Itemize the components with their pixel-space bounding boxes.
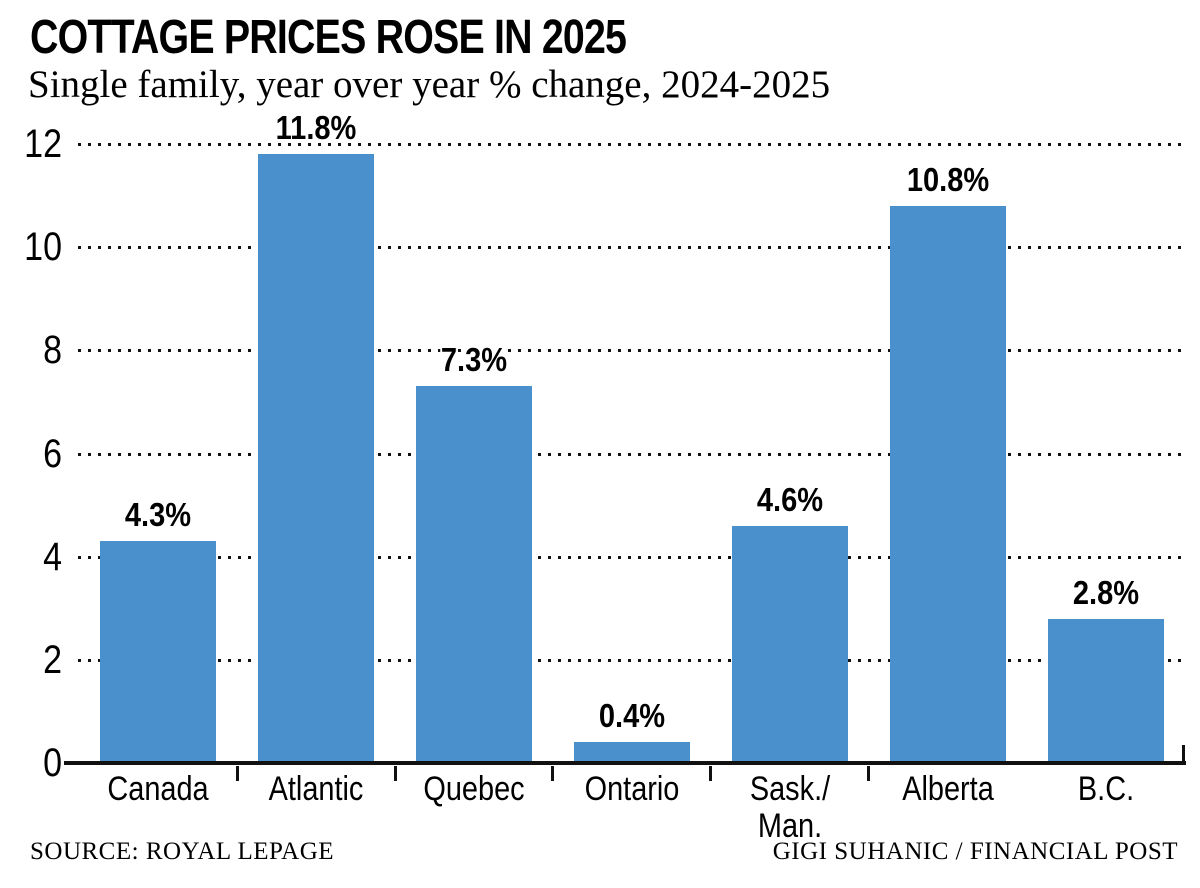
- x-axis-label-alberta: Alberta: [901, 770, 994, 808]
- y-axis-tick-label-4: 4: [43, 534, 62, 579]
- x-axis-boundary-tick-3: [709, 766, 713, 781]
- x-axis-label-atlantic: Atlantic: [268, 770, 364, 808]
- x-axis-label-canada: Canada: [107, 770, 209, 808]
- bar-ontario: [573, 742, 690, 763]
- value-label-b-c: 2.8%: [1072, 573, 1139, 611]
- value-label-quebec: 7.3%: [440, 341, 508, 379]
- x-axis-label-sask-man: Sask./Man.: [749, 770, 830, 845]
- gridline-y-6: [78, 452, 1185, 456]
- x-axis-label-quebec: Quebec: [423, 770, 525, 808]
- value-label-sask-man: 4.6%: [756, 480, 823, 518]
- value-label-canada: 4.3%: [125, 496, 192, 534]
- bar-quebec: [416, 386, 532, 763]
- chart-title: COTTAGE PRICES ROSE IN 2025: [30, 11, 627, 64]
- bar-atlantic: [258, 154, 375, 763]
- gridline-y-4: [78, 555, 1185, 559]
- chart-subtitle: Single family, year over year % change, …: [28, 63, 831, 106]
- y-axis-tick-label-8: 8: [43, 328, 62, 373]
- gridline-y-10: [78, 246, 1185, 250]
- y-axis-tick-label-12: 12: [24, 122, 62, 166]
- x-axis-boundary-tick-1: [393, 766, 397, 781]
- gridline-y-2: [78, 658, 1185, 662]
- bar-alberta: [889, 205, 1006, 763]
- x-axis-baseline: [64, 761, 1186, 765]
- y-axis-tick-label-10: 10: [24, 225, 62, 270]
- gridline-y-8: [78, 349, 1185, 353]
- value-label-alberta: 10.8%: [906, 160, 989, 198]
- y-axis-tick-label-2: 2: [43, 637, 62, 682]
- y-axis-tick-label-0: 0: [43, 741, 62, 785]
- x-axis-label-ontario: Ontario: [584, 770, 680, 808]
- author-credit: GIGI SUHANIC / FINANCIAL POST: [772, 838, 1178, 865]
- x-axis-boundary-tick-2: [551, 766, 555, 781]
- axis-right-end-mark: [1182, 745, 1185, 762]
- bar-canada: [100, 541, 217, 763]
- value-label-ontario: 0.4%: [598, 697, 665, 735]
- bar-sask-man: [731, 525, 848, 763]
- source-credit: SOURCE: ROYAL LEPAGE: [30, 838, 335, 865]
- x-axis-boundary-tick-0: [235, 766, 239, 781]
- gridline-y-12: [78, 143, 1185, 146]
- value-label-atlantic: 11.8%: [275, 109, 357, 147]
- bar-b-c: [1047, 618, 1164, 763]
- x-axis-label-b-c: B.C.: [1077, 770, 1134, 808]
- x-axis-boundary-tick-4: [867, 766, 871, 781]
- y-axis-tick-label-6: 6: [43, 431, 62, 476]
- plot-area: [78, 143, 1185, 763]
